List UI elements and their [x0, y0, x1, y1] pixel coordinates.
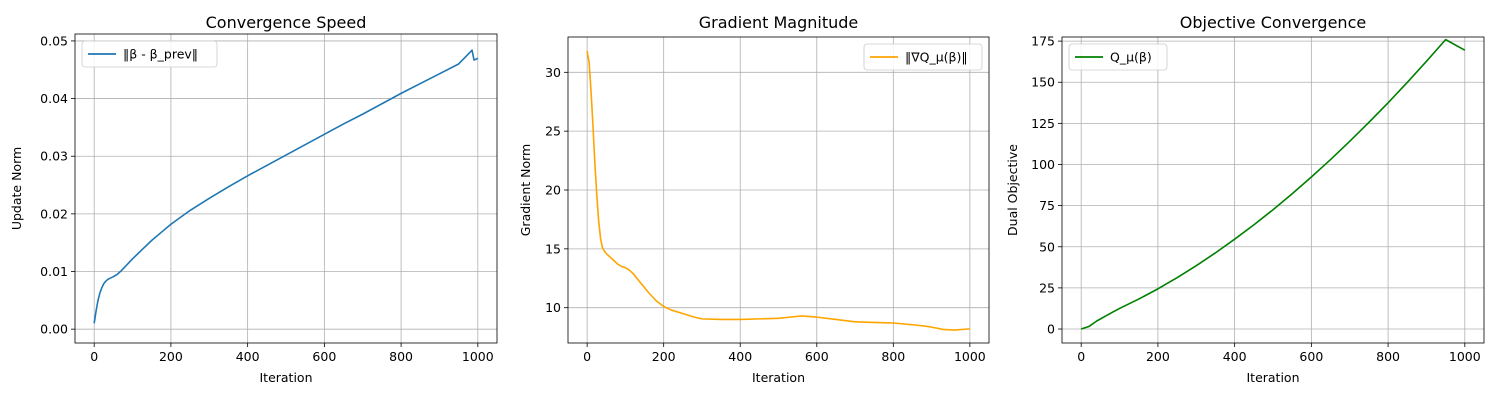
- x-tick-label: 1000: [1449, 349, 1481, 364]
- x-tick-label: 200: [159, 349, 183, 364]
- y-tick-label: 0.05: [40, 33, 68, 48]
- y-tick-label: 0: [1047, 322, 1055, 337]
- y-tick-label: 0.01: [40, 264, 68, 279]
- series-line: [586, 50, 970, 331]
- chart-title: Convergence Speed: [206, 13, 367, 32]
- x-tick-label: 400: [728, 349, 752, 364]
- chart-title: Gradient Magnitude: [699, 13, 859, 32]
- x-tick-label: 600: [312, 349, 336, 364]
- y-axis-label: Gradient Norm: [518, 144, 533, 236]
- y-tick-label: 0.04: [40, 91, 68, 106]
- x-tick-label: 600: [1299, 349, 1323, 364]
- x-tick-label: 400: [236, 349, 260, 364]
- y-tick-label: 125: [1031, 116, 1055, 131]
- legend-box: [863, 43, 983, 71]
- axes-frame: [1061, 36, 1485, 344]
- y-tick-label: 10: [545, 300, 561, 315]
- y-tick-label: 0.00: [40, 322, 68, 337]
- subplot-objective-convergence: 0 200 400 600 800 1000 0 25 50 75 100 125 150 175 Obje…: [1005, 13, 1485, 385]
- x-tick-label: 400: [1223, 349, 1247, 364]
- legend-box: [1068, 43, 1168, 71]
- y-tick-label: 50: [1039, 239, 1055, 254]
- y-tick-label: 0.03: [40, 149, 68, 164]
- y-tick-label: 15: [545, 241, 561, 256]
- y-tick-label: 25: [1039, 280, 1055, 295]
- x-tick-label: 0: [583, 349, 591, 364]
- x-axis-label: Iteration: [1246, 370, 1299, 385]
- legend-label: Q_μ(β): [1110, 50, 1152, 65]
- series-line: [93, 49, 479, 324]
- x-axis-label: Iteration: [259, 370, 312, 385]
- x-axis-label: Iteration: [752, 370, 805, 385]
- y-tick-label: 150: [1031, 75, 1055, 90]
- x-tick-label: 800: [389, 349, 413, 364]
- x-tick-label: 0: [1077, 349, 1085, 364]
- chart-title: Objective Convergence: [1180, 13, 1366, 32]
- legend-box: [81, 40, 218, 68]
- x-tick-label: 800: [881, 349, 905, 364]
- y-tick-label: 20: [545, 183, 561, 198]
- legend-label: ‖β - β_prev‖: [123, 47, 198, 62]
- y-tick-label: 30: [545, 65, 561, 80]
- y-axis-label: Update Norm: [9, 147, 24, 230]
- x-tick-label: 0: [90, 349, 98, 364]
- subplot-gradient-magnitude: 0 200 400 600 800 1000 10 15 20 25 30 Gradient Magn…: [518, 13, 990, 385]
- x-tick-label: 200: [652, 349, 676, 364]
- x-tick-label: 1000: [462, 349, 494, 364]
- y-tick-label: 0.02: [40, 206, 68, 221]
- y-tick-label: 75: [1039, 198, 1055, 213]
- y-tick-label: 100: [1031, 157, 1055, 172]
- y-tick-label: 175: [1031, 34, 1055, 49]
- series-line: [1080, 38, 1466, 330]
- x-tick-label: 200: [1146, 349, 1170, 364]
- y-axis-label: Dual Objective: [1005, 144, 1020, 236]
- y-tick-label: 25: [545, 124, 561, 139]
- legend-label: ‖∇Q_μ(β)‖: [905, 50, 968, 65]
- x-tick-label: 1000: [954, 349, 986, 364]
- subplot-convergence-speed: 0 200 400 600 800 1000 0.00 0.01 0.02 0.03 0.04 0.0…: [9, 13, 498, 385]
- x-tick-label: 800: [1376, 349, 1400, 364]
- axes-frame: [74, 33, 498, 344]
- x-tick-label: 600: [805, 349, 829, 364]
